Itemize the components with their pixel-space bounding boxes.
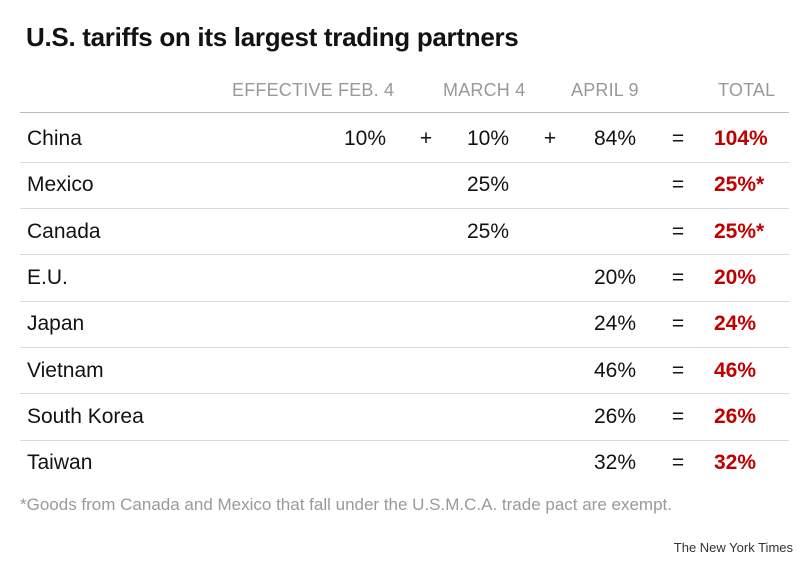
cell-country: South Korea xyxy=(27,404,144,428)
cell-april9: 26% xyxy=(593,404,636,428)
header-rule xyxy=(20,112,789,113)
cell-plus-1: + xyxy=(419,127,433,150)
cell-total: 104% xyxy=(714,127,768,150)
row-divider xyxy=(20,393,789,395)
table-row: Mexico 25% = 25%* xyxy=(0,162,809,208)
cell-country: Japan xyxy=(27,312,85,336)
cell-plus-2 xyxy=(540,440,560,486)
column-header-march4: MARCH 4 xyxy=(443,80,526,100)
row-divider xyxy=(20,208,789,210)
cell-country: Taiwan xyxy=(27,451,93,475)
cell-plus-2: + xyxy=(543,127,557,150)
cell-country: Vietnam xyxy=(27,358,104,382)
cell-march4: 25% xyxy=(466,173,509,197)
cell-total: 26% xyxy=(714,404,757,428)
column-header-april9: APRIL 9 xyxy=(571,80,639,100)
table-row: China 10% +10% +84% = 104% xyxy=(0,116,809,162)
cell-total: 25%* xyxy=(714,173,765,197)
cell-april9: 24% xyxy=(593,312,636,336)
source-credit: The New York Times xyxy=(673,540,793,555)
cell-equals: = xyxy=(671,127,685,150)
cell-plus-2 xyxy=(540,209,560,255)
cell-total: 24% xyxy=(714,312,757,336)
row-divider xyxy=(20,439,789,441)
cell-country: E.U. xyxy=(27,265,68,289)
cell-april9: 84% xyxy=(593,127,636,150)
cell-total: 46% xyxy=(714,358,757,382)
cell-march4: 25% xyxy=(466,219,509,243)
cell-equals: = xyxy=(671,265,685,289)
cell-plus-1 xyxy=(416,348,436,394)
cell-april9: 32% xyxy=(593,451,636,475)
row-divider xyxy=(20,161,789,163)
cell-equals: = xyxy=(671,312,685,336)
column-header-feb4: EFFECTIVE FEB. 4 xyxy=(232,80,395,100)
cell-plus-1 xyxy=(416,301,436,347)
column-header-total: TOTAL xyxy=(718,80,776,100)
row-divider xyxy=(20,300,789,302)
cell-total: 25%* xyxy=(714,219,765,243)
cell-equals: = xyxy=(671,404,685,428)
cell-april9: 46% xyxy=(593,358,636,382)
row-divider xyxy=(20,347,789,348)
cell-plus-2 xyxy=(540,301,560,347)
cell-plus-2 xyxy=(540,162,560,208)
cell-plus-1 xyxy=(416,394,436,440)
chart-title: U.S. tariffs on its largest trading part… xyxy=(26,22,519,52)
cell-equals: = xyxy=(671,451,685,475)
cell-april9: 20% xyxy=(593,265,636,289)
table-row: Vietnam 46% = 46% xyxy=(0,348,809,394)
cell-total: 20% xyxy=(714,265,757,289)
cell-plus-1 xyxy=(416,255,436,301)
cell-plus-1 xyxy=(416,162,436,208)
row-divider xyxy=(20,254,789,256)
cell-equals: = xyxy=(671,219,685,243)
cell-plus-2 xyxy=(540,394,560,440)
cell-plus-1 xyxy=(416,440,436,486)
cell-plus-2 xyxy=(540,348,560,394)
cell-march4: 10% xyxy=(466,127,509,150)
table-row: South Korea 26% = 26% xyxy=(0,394,809,440)
cell-country: Canada xyxy=(27,219,101,243)
table-row: Canada 25% = 25%* xyxy=(0,209,809,255)
table-row: Japan 24% = 24% xyxy=(0,301,809,347)
cell-country: China xyxy=(27,127,82,150)
table-row: E.U. 20% = 20% xyxy=(0,255,809,301)
cell-plus-2 xyxy=(540,255,560,301)
cell-plus-1 xyxy=(416,209,436,255)
cell-equals: = xyxy=(671,358,685,382)
cell-country: Mexico xyxy=(27,173,94,197)
cell-feb4: 10% xyxy=(343,127,386,150)
table-row: Taiwan 32% = 32% xyxy=(0,440,809,486)
cell-total: 32% xyxy=(714,451,757,475)
cell-equals: = xyxy=(671,173,685,197)
footnote: *Goods from Canada and Mexico that fall … xyxy=(20,495,672,514)
